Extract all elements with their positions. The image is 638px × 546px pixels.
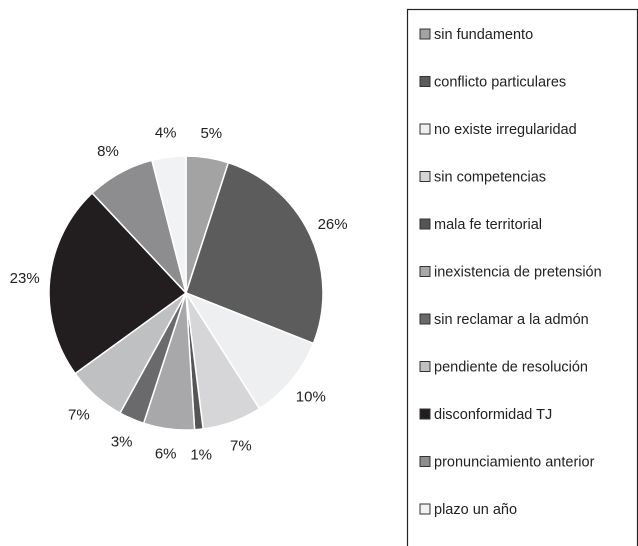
slice-value-label: 4% bbox=[155, 124, 177, 141]
pie-slices bbox=[48, 155, 324, 431]
legend-item: plazo un año bbox=[419, 502, 517, 518]
legend-item: no existe irregularidad bbox=[419, 122, 577, 138]
legend-swatch bbox=[419, 503, 431, 515]
legend-label: sin reclamar a la admón bbox=[434, 312, 589, 328]
legend-item: disconformidad TJ bbox=[419, 407, 552, 423]
legend-swatch bbox=[419, 76, 431, 87]
pie-slice-3 bbox=[184, 291, 315, 410]
legend-swatch bbox=[419, 456, 431, 467]
legend-item: conflicto particulares bbox=[419, 75, 566, 91]
legend-item: mala fe territorial bbox=[419, 217, 542, 233]
legend: sin fundamento conflicto particulares no e… bbox=[406, 8, 638, 546]
legend-swatch bbox=[419, 171, 431, 182]
legend-swatch bbox=[419, 123, 431, 135]
pie-slice-2 bbox=[185, 161, 324, 345]
legend-label: conflicto particulares bbox=[434, 75, 566, 91]
legend-label: sin fundamento bbox=[434, 27, 533, 43]
legend-item: pronunciamiento anterior bbox=[419, 455, 595, 471]
slice-value-label: 7% bbox=[230, 437, 252, 454]
legend-label: inexistencia de pretensión bbox=[434, 265, 602, 281]
slice-value-label: 8% bbox=[97, 143, 119, 160]
legend-item: sin fundamento bbox=[419, 27, 533, 43]
legend-swatch bbox=[419, 408, 431, 420]
legend-swatch bbox=[419, 361, 431, 372]
slice-value-label: 1% bbox=[190, 446, 212, 463]
slice-value-label: 23% bbox=[10, 270, 40, 287]
legend-item: sin reclamar a la admón bbox=[419, 312, 589, 328]
legend-swatch bbox=[419, 28, 431, 40]
slice-value-label: 6% bbox=[155, 446, 177, 463]
legend-label: plazo un año bbox=[434, 502, 517, 518]
legend-item: pendiente de resolución bbox=[419, 360, 588, 376]
legend-swatch bbox=[419, 266, 431, 277]
slice-value-label: 3% bbox=[111, 434, 133, 451]
legend-swatch bbox=[419, 218, 431, 230]
legend-label: no existe irregularidad bbox=[434, 122, 577, 138]
legend-label: sin competencias bbox=[434, 170, 546, 186]
legend-label: disconformidad TJ bbox=[434, 407, 552, 423]
legend-frame bbox=[406, 8, 638, 546]
slice-value-label: 10% bbox=[296, 388, 326, 405]
slice-value-label: 7% bbox=[68, 407, 90, 424]
pie-slice-9 bbox=[48, 192, 188, 375]
legend-item: sin competencias bbox=[419, 170, 546, 186]
legend-item: inexistencia de pretensión bbox=[419, 265, 602, 281]
legend-label: pendiente de resolución bbox=[434, 360, 588, 376]
legend-swatch bbox=[419, 313, 431, 325]
pie-percentage-labels: 5% 26% 10% 7% 1% 6% 3% 7% 23% 8% 4% bbox=[10, 124, 348, 463]
slice-value-label: 5% bbox=[200, 125, 222, 142]
legend-label: mala fe territorial bbox=[434, 217, 542, 233]
legend-label: pronunciamiento anterior bbox=[434, 455, 595, 471]
pie-slice-11 bbox=[151, 155, 187, 294]
slice-value-label: 26% bbox=[318, 216, 348, 233]
